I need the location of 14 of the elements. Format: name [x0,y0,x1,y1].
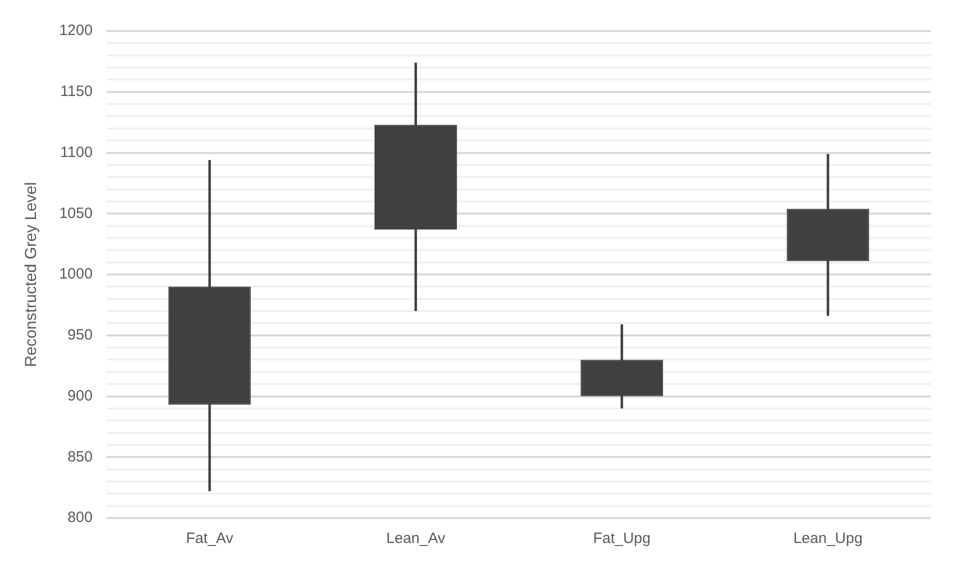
x-tick-label: Fat_Upg [593,530,651,548]
y-tick-label: 1100 [60,144,93,161]
y-tick-label: 1150 [60,83,93,100]
y-tick-label: 850 [68,448,93,466]
y-tick-label: 1050 [59,204,93,222]
y-tick-label: 950 [68,326,93,344]
y-tick-label: 1200 [59,22,93,40]
x-tick-label: Fat_Av [186,530,234,548]
y-axis-title: Reconstructed Grey Level [23,182,40,367]
x-tick-label: Lean_Av [386,530,446,548]
y-tick-label: 800 [68,509,93,526]
y-tick-label: 900 [68,387,93,404]
y-tick-label: 1000 [59,266,93,283]
x-tick-label: Lean_Upg [793,530,863,548]
